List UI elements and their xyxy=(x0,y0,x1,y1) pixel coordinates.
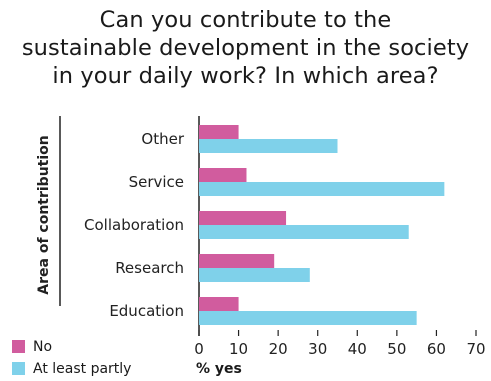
x-tick-label-10: 10 xyxy=(229,340,248,358)
legend-swatch-yes xyxy=(12,362,25,375)
x-tick-label-0: 0 xyxy=(194,340,204,358)
x-tick-label-60: 60 xyxy=(427,340,446,358)
legend-swatch-no xyxy=(12,340,25,353)
x-tick-label-70: 70 xyxy=(466,340,485,358)
x-tick-label-20: 20 xyxy=(269,340,288,358)
category-label-research: Research xyxy=(115,259,184,277)
bar-yes-service xyxy=(199,182,445,196)
bar-no-research xyxy=(199,254,275,268)
category-label-service: Service xyxy=(129,173,184,191)
chart-title: Can you contribute to the sustainable de… xyxy=(21,7,470,89)
x-tick-label-30: 30 xyxy=(308,340,327,358)
x-tick-label-50: 50 xyxy=(387,340,406,358)
y-axis-label: Area of contribution xyxy=(36,135,52,294)
x-tick-label-40: 40 xyxy=(348,340,367,358)
bar-no-collaboration xyxy=(199,211,287,225)
bar-no-other xyxy=(199,125,239,139)
bar-yes-other xyxy=(199,139,338,153)
legend-label-yes: At least partly xyxy=(33,361,132,377)
bar-yes-education xyxy=(199,311,417,325)
category-label-collaboration: Collaboration xyxy=(84,216,184,234)
bar-yes-research xyxy=(199,268,310,282)
x-axis-label: % yes xyxy=(196,361,242,377)
category-label-other: Other xyxy=(141,130,184,148)
legend-item-no: No xyxy=(12,339,52,355)
category-label-education: Education xyxy=(109,302,184,320)
legend-label-no: No xyxy=(33,339,53,355)
legend-item-yes: At least partly xyxy=(12,361,131,377)
bar-no-service xyxy=(199,168,247,182)
bar-no-education xyxy=(199,297,239,311)
bar-yes-collaboration xyxy=(199,225,409,239)
